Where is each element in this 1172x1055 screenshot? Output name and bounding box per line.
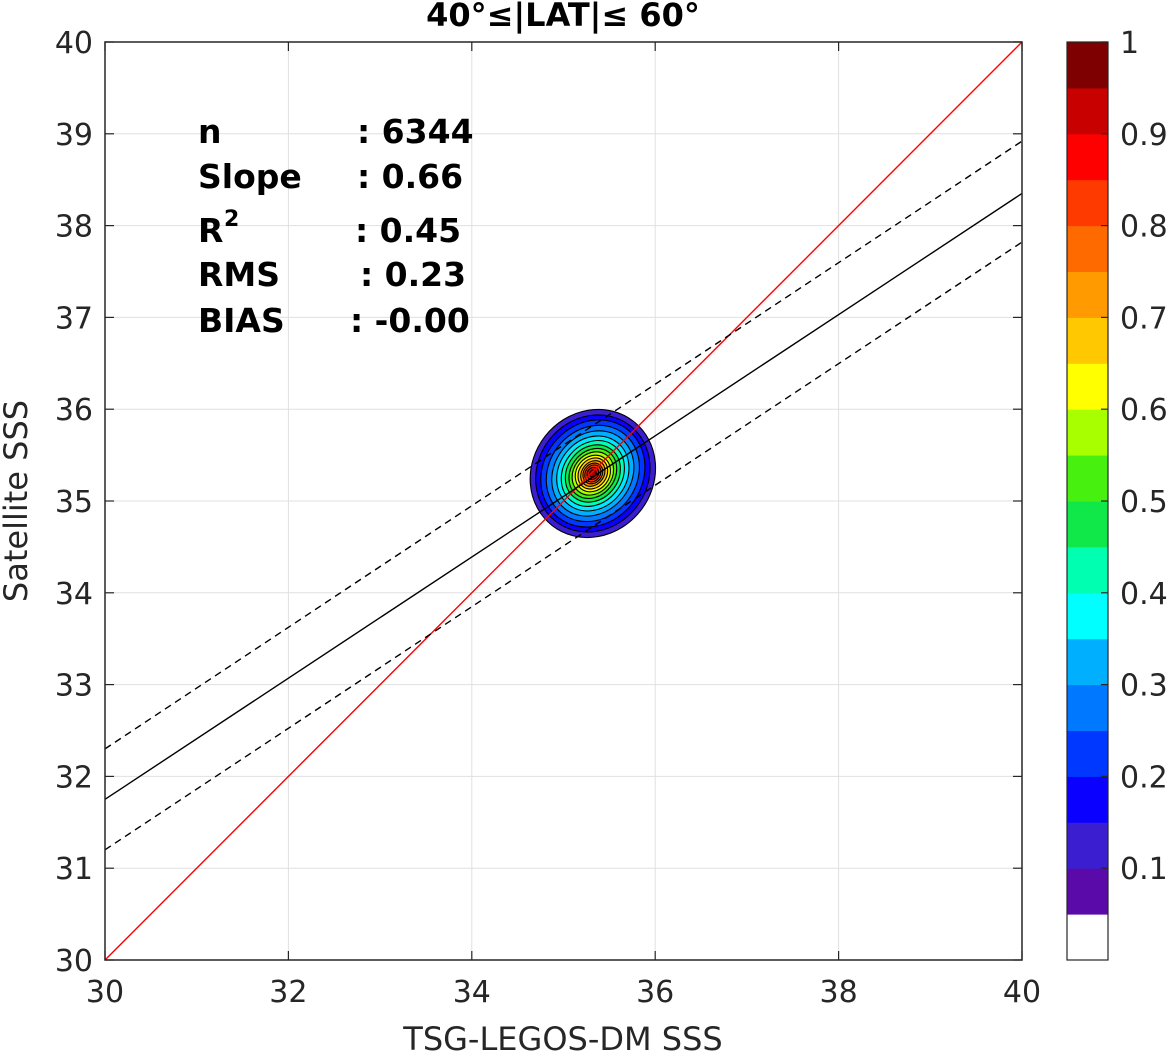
chart-title: 40°≤|LAT|≤ 60° (426, 0, 700, 35)
colorbar-segment (1067, 317, 1108, 364)
y-tick-label: 37 (55, 301, 93, 336)
y-tick-label: 30 (55, 944, 93, 979)
x-tick-label: 30 (86, 975, 124, 1010)
colorbar-tick-label: 0.1 (1120, 852, 1168, 887)
y-tick-label: 31 (55, 852, 93, 887)
axis-ticks: 30 32 34 36 38 40 30 31 32 33 34 35 36 37 38 39 40 (55, 26, 1041, 1010)
colorbar-segment (1067, 776, 1108, 823)
colorbar-tick-label: 0.2 (1120, 760, 1168, 795)
colorbar-segment (1067, 455, 1108, 502)
y-tick-label: 33 (55, 669, 93, 704)
colorbar-segment (1067, 822, 1108, 869)
fit-line (105, 192, 1022, 800)
colorbar-segment (1067, 684, 1108, 731)
stat-bias-label: BIAS (198, 301, 285, 340)
y-tick-label: 32 (55, 760, 93, 795)
colorbar-segment (1067, 730, 1108, 777)
colorbar-tick-label: 0.4 (1120, 577, 1168, 612)
colorbar-segment (1067, 868, 1108, 915)
x-tick-label: 38 (820, 975, 858, 1010)
stat-r2-superscript: 2 (224, 207, 239, 232)
colorbar-segment (1067, 179, 1108, 227)
y-tick-label: 35 (55, 485, 93, 520)
x-tick-label: 34 (453, 975, 491, 1010)
colorbar-segment (1067, 638, 1108, 686)
colorbar-tick-label: 0.3 (1120, 669, 1168, 704)
colorbar-segment (1067, 87, 1108, 135)
stat-rms-value: : 0.23 (360, 255, 466, 294)
y-tick-label: 38 (55, 210, 93, 245)
stat-rms-label: RMS (198, 255, 280, 294)
colorbar-segment (1067, 409, 1108, 456)
density-contours (529, 408, 657, 539)
colorbar-segment (1067, 501, 1108, 548)
x-tick-label: 36 (636, 975, 674, 1010)
colorbar-segment (1067, 546, 1108, 594)
colorbar-segment (1067, 133, 1108, 181)
colorbar-segment (1067, 363, 1108, 410)
colorbar-tick-label: 0.8 (1120, 210, 1168, 245)
stat-bias-value: : -0.00 (350, 301, 470, 340)
colorbar-tick-label: 0.7 (1120, 301, 1168, 336)
y-tick-label: 34 (55, 577, 93, 612)
colorbar-tick-label: 0.5 (1120, 485, 1168, 520)
colorbar-segment (1067, 592, 1108, 640)
colorbar: 0.1 0.2 0.3 0.4 0.5 0.6 0.7 0.8 0.9 1 (1066, 26, 1168, 961)
stats-annotation: n : 6344 Slope : 0.66 R 2 : 0.45 RMS : 0… (198, 112, 474, 340)
y-axis-label: Satellite SSS (0, 400, 35, 602)
fit-lower-dashed-line (105, 241, 1022, 851)
y-tick-label: 36 (55, 393, 93, 428)
y-tick-label: 40 (55, 26, 93, 61)
stat-r2-value: : 0.45 (355, 211, 461, 250)
y-tick-label: 39 (55, 118, 93, 153)
colorbar-tick-label: 1 (1120, 26, 1139, 61)
colorbar-segment (1067, 914, 1108, 961)
colorbar-tick-label: 0.6 (1120, 393, 1168, 428)
stat-slope-label: Slope (198, 157, 302, 196)
fit-upper-dashed-line (105, 140, 1022, 750)
stat-slope-value: : 0.66 (357, 157, 463, 196)
colorbar-segment (1067, 271, 1108, 318)
colorbar-segment (1067, 225, 1108, 272)
stat-n-label: n (198, 112, 222, 151)
regression-lines (105, 42, 1022, 960)
grid-lines (104, 41, 1023, 961)
colorbar-tick-label: 0.9 (1120, 118, 1168, 153)
colorbar-segment (1067, 42, 1108, 89)
x-tick-label: 32 (269, 975, 307, 1010)
stat-n-value: : 6344 (357, 112, 474, 151)
identity-line (105, 42, 1022, 960)
stat-r2-label: R (198, 211, 223, 250)
x-axis-label: TSG-LEGOS-DM SSS (402, 1020, 722, 1055)
x-tick-label: 40 (1003, 975, 1041, 1010)
